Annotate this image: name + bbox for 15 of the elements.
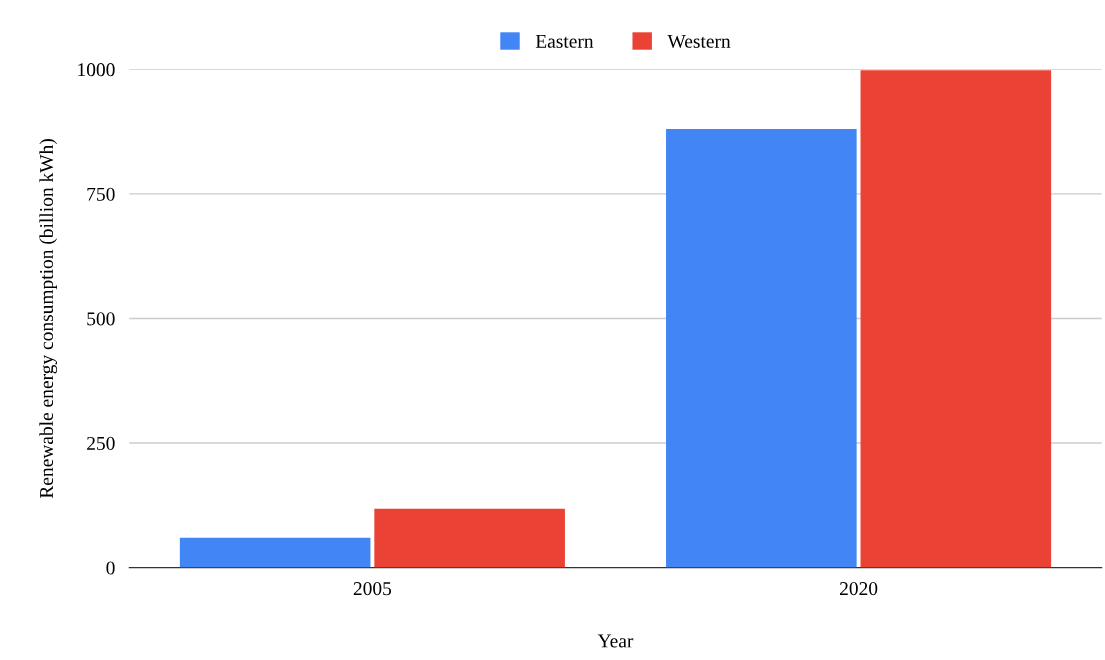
y-tick-label: 500 [87,312,115,326]
x-tick-label: 2020 [839,582,878,596]
bar [374,508,565,568]
bar [666,129,857,568]
y-tick-label: 750 [87,187,115,201]
x-axis-title: Year [597,634,634,648]
y-tick-label: 250 [87,436,115,450]
y-axis-title: Renewable energy consumption (billion kWh) [39,139,58,499]
y-tick-label: 0 [106,561,115,575]
y-tick-label: 1000 [78,63,115,77]
bar [860,70,1052,568]
bar [179,537,371,568]
legend-label: Eastern [535,34,594,48]
legend-label: Western [667,34,731,48]
x-tick-label: 2005 [353,582,392,596]
